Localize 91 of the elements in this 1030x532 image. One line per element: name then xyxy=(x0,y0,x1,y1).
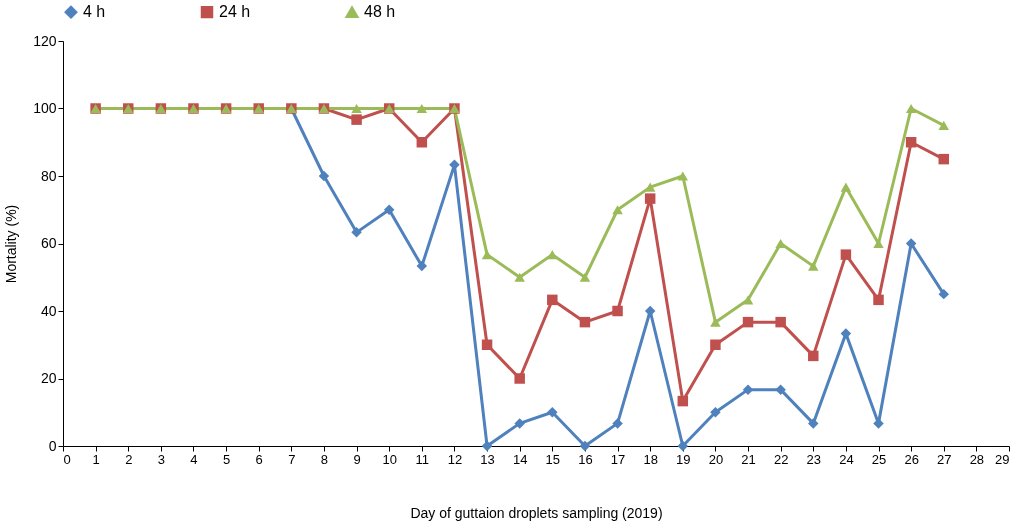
x-tick-label: 7 xyxy=(288,451,296,467)
y-tick-label: 100 xyxy=(33,100,57,116)
x-tick-label: 12 xyxy=(447,451,463,467)
point xyxy=(612,418,623,429)
x-tick-label: 24 xyxy=(839,451,854,467)
point xyxy=(351,114,362,125)
y-tick-label: 60 xyxy=(40,235,57,251)
point xyxy=(481,440,493,452)
point xyxy=(612,305,623,317)
point xyxy=(677,440,689,452)
y-tick-label: 120 xyxy=(33,32,57,49)
x-tick-label: 14 xyxy=(512,451,528,467)
point xyxy=(905,238,917,249)
point xyxy=(416,137,428,148)
point xyxy=(710,407,721,418)
x-tick-label: 2 xyxy=(125,451,133,467)
point xyxy=(938,120,949,130)
legend-label: 4 h xyxy=(83,3,106,21)
point xyxy=(612,205,623,215)
point xyxy=(775,316,786,328)
x-tick-label: 17 xyxy=(610,451,626,467)
point xyxy=(514,272,525,282)
point xyxy=(742,316,754,328)
point xyxy=(710,339,721,350)
point xyxy=(808,350,819,362)
point xyxy=(547,407,558,418)
point xyxy=(351,227,362,238)
x-tick-label: 16 xyxy=(578,451,593,467)
x-tick-label: 28 xyxy=(969,451,985,467)
point xyxy=(318,170,330,182)
point xyxy=(742,384,754,395)
y-tick-label: 0 xyxy=(48,437,57,454)
point xyxy=(481,339,493,350)
point xyxy=(742,295,754,305)
point xyxy=(905,103,917,114)
x-tick-label: 5 xyxy=(222,451,231,467)
x-tick-label: 27 xyxy=(937,451,952,467)
x-tick-label: 19 xyxy=(676,451,691,467)
x-tick-label: 4 xyxy=(190,451,198,467)
x-tick-label: 3 xyxy=(157,451,165,467)
x-tick-label: 1 xyxy=(92,451,100,467)
point xyxy=(775,384,786,395)
x-tick-label: 23 xyxy=(806,451,822,467)
x-tick-label: 18 xyxy=(643,451,658,467)
x-tick-label: 15 xyxy=(545,451,561,467)
point xyxy=(808,418,819,429)
x-tick-label: 6 xyxy=(255,451,263,467)
point xyxy=(547,294,558,306)
y-tick-label: 20 xyxy=(40,370,57,386)
point xyxy=(416,103,428,114)
y-tick-label: 80 xyxy=(40,167,57,184)
point xyxy=(808,261,819,271)
x-tick-label: 0 xyxy=(63,451,71,467)
point xyxy=(873,294,884,306)
x-tick-label: 22 xyxy=(773,451,789,467)
x-tick-label: 29 xyxy=(995,451,1010,467)
x-tick-label: 8 xyxy=(320,451,329,467)
point xyxy=(938,153,949,165)
point xyxy=(351,103,362,114)
point xyxy=(416,260,428,272)
point xyxy=(644,193,656,204)
point xyxy=(840,328,852,339)
point xyxy=(579,316,591,328)
point xyxy=(677,171,689,181)
legend-label: 24 h xyxy=(219,3,251,21)
point xyxy=(677,395,689,407)
x-tick-label: 9 xyxy=(353,451,361,467)
point xyxy=(905,137,917,148)
y-axis-title: Mortality (%) xyxy=(3,204,20,284)
point xyxy=(514,373,525,384)
x-tick-label: 26 xyxy=(904,451,919,467)
x-tick-label: 10 xyxy=(382,451,397,467)
point xyxy=(383,204,395,215)
legend-label: 48 h xyxy=(364,3,396,21)
y-tick-label: 40 xyxy=(40,302,57,319)
point xyxy=(775,238,786,249)
point xyxy=(840,249,852,260)
point xyxy=(514,418,525,429)
x-tick-label: 11 xyxy=(415,451,430,467)
point xyxy=(710,317,721,327)
x-axis-title: Day of guttaion droplets sampling (2019) xyxy=(410,504,663,521)
point xyxy=(579,440,591,452)
x-tick-label: 25 xyxy=(871,451,887,467)
point xyxy=(938,288,949,300)
x-tick-label: 21 xyxy=(741,451,756,467)
point xyxy=(481,250,493,260)
x-tick-label: 13 xyxy=(480,451,495,467)
point xyxy=(547,250,558,260)
x-tick-label: 20 xyxy=(708,451,724,467)
point xyxy=(579,272,591,282)
point xyxy=(840,182,852,192)
